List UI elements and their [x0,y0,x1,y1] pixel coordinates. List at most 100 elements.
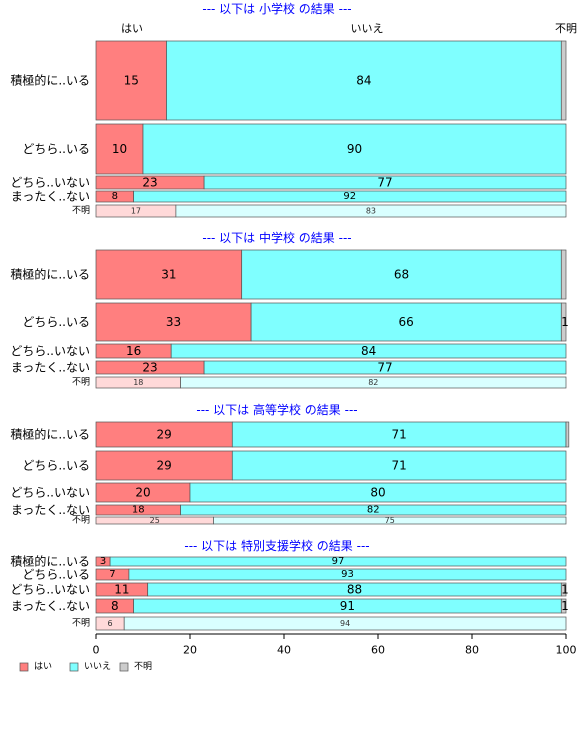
data-label: 3 [100,556,106,567]
data-label: 92 [343,191,356,202]
data-label: 90 [347,142,362,156]
panel: --- 以下は 高等学校 の結果 --- 積極的に..いる 29 71 どちら..いる 2… [10,402,570,526]
tick-label: 40 [277,644,291,657]
tick-label: 100 [556,644,577,657]
legend: はい いいえ 不明 [19,661,152,672]
data-label: 75 [385,516,395,525]
data-label: 23 [142,361,157,375]
data-label: 1 [561,315,569,329]
legend-item: いいえ [69,661,111,672]
tick-label: 0 [93,644,100,657]
tick-label: 60 [371,644,385,657]
data-label: 29 [157,459,172,473]
bar-segment-no [128,568,567,581]
bar-row: どちら..いる 33 66 1 [22,302,569,342]
bar-segment-yes [95,40,167,121]
data-label: 10 [112,142,127,156]
bar-segment-no [250,302,562,342]
bar-row: 積極的に..いる 15 84 [10,40,567,121]
data-label: 18 [133,378,143,387]
bar-segment-no [203,175,567,190]
bar-row: 不明 25 75 [72,515,567,526]
bar-segment-unknown [560,598,567,614]
bar-row: 積極的に..いる 31 68 [10,249,567,300]
data-label: 1 [561,599,569,613]
legend-swatch [19,662,29,672]
legend-swatch [119,662,129,672]
data-label: 77 [377,361,392,375]
x-axis: 0 20 40 60 80 100 [93,633,577,657]
legend-item: 不明 [119,661,152,672]
data-label: 94 [340,619,350,628]
bar-segment-unknown [560,249,567,300]
legend-label: はい [34,661,52,672]
data-label: 84 [356,74,371,88]
tick-label: 80 [465,644,479,657]
bar-row: まったく..ない 8 91 1 [11,598,569,614]
legend-label: 不明 [134,661,152,672]
row-label: 積極的に..いる [10,427,90,442]
bar-row: 不明 6 94 [72,616,567,631]
row-label: どちら..いる [22,459,90,473]
row-label: まったく..ない [11,503,90,517]
row-label: どちら..いる [22,142,90,156]
column-header: 不明 [555,22,577,35]
bar-row: 積極的に..いる 29 71 [10,421,570,448]
legend-item: はい [19,661,52,672]
bar-segment-no [203,360,567,375]
data-label: 7 [109,569,115,580]
row-label: まったく..ない [11,361,90,375]
panel-title: --- 以下は 小学校 の結果 --- [202,1,351,16]
bar-row: どちら..いない 11 88 1 [10,583,568,597]
data-label: 80 [370,486,385,500]
bar-segment-no [166,40,562,121]
data-label: 16 [126,344,141,358]
bar-row: どちら..いない 23 77 [10,175,567,190]
data-label: 15 [124,74,139,88]
data-label: 66 [399,315,414,329]
row-label: 不明 [72,377,90,388]
column-header: いいえ [351,22,384,35]
bar-row: 不明 18 82 [72,377,567,389]
data-label: 29 [157,428,172,442]
data-label: 97 [332,556,345,567]
tick-label: 20 [183,644,197,657]
data-label: 1 [561,583,569,597]
bar-row: どちら..いない 20 80 [10,482,567,503]
data-label: 71 [392,459,407,473]
bar-row: どちら..いない 16 84 [10,343,567,359]
panel: --- 以下は 中学校 の結果 --- 積極的に..いる 31 68 どちら..いる 33… [10,230,569,389]
bar-row: 不明 17 83 [72,204,567,218]
row-label: 不明 [72,205,90,216]
data-label: 8 [111,599,119,613]
bar-segment-no [189,482,567,503]
bar-row: 積極的に..いる 3 97 [10,554,567,569]
column-headers: はい いいえ 不明 [121,22,577,35]
row-label: まったく..ない [11,599,90,613]
bar-segment-no [231,421,567,448]
data-label: 91 [340,599,355,613]
bar-segment-unknown [565,421,570,448]
data-label: 18 [132,505,145,516]
panel-title: --- 以下は 特別支援学校 の結果 --- [184,538,369,553]
bar-segment-no [170,343,567,359]
bar-segment-unknown [560,582,567,597]
row-label: まったく..ない [11,190,90,204]
row-label: 積極的に..いる [10,267,90,282]
data-label: 82 [368,378,378,387]
panel-title: --- 以下は 高等学校 の結果 --- [196,402,357,417]
bar-row: まったく..ない 8 92 [11,190,567,204]
data-label: 83 [366,207,376,216]
row-label: 不明 [72,515,90,526]
row-label: どちら..いる [22,568,90,582]
data-label: 25 [150,516,160,525]
bar-segment-unknown [560,302,567,342]
row-label: どちら..いない [10,583,90,597]
data-label: 71 [392,428,407,442]
bar-segment-no [175,204,567,218]
bar-segment-no [142,123,567,175]
row-label: 不明 [72,618,90,629]
panels: --- 以下は 小学校 の結果 --- 積極的に..いる 15 84 どちら..いる 10… [10,1,570,631]
column-header: はい [121,22,143,35]
row-label: どちら..いない [10,344,90,358]
